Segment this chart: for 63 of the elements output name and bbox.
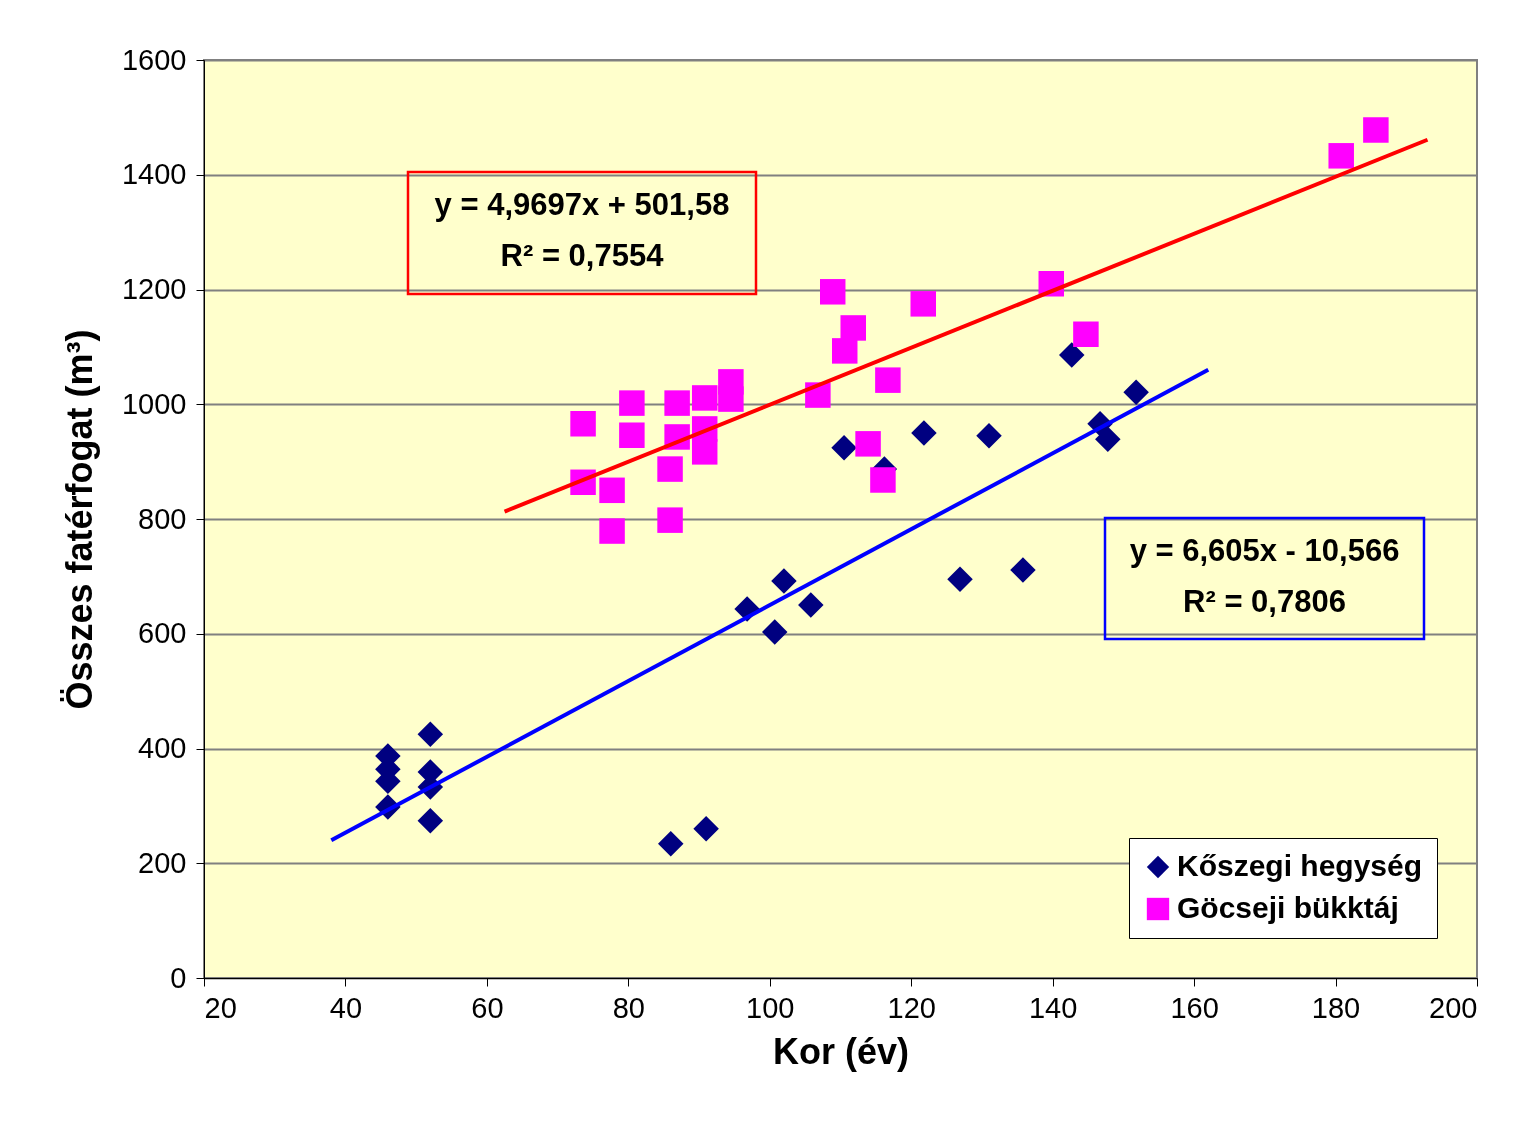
annotation: y = 6,605x - 10,566: [1129, 532, 1400, 568]
point: [693, 816, 719, 842]
point: [570, 411, 596, 437]
y-tick-label: 800: [138, 502, 187, 535]
x-tick-label: 180: [1311, 991, 1361, 1024]
point: [619, 422, 645, 448]
point: [1363, 117, 1389, 143]
legend-label: Kőszegi hegység: [1177, 849, 1423, 882]
point: [875, 367, 901, 393]
point: [1095, 426, 1121, 452]
x-axis-title: Kor (év): [772, 1030, 910, 1072]
point: [417, 808, 444, 834]
point: [664, 390, 690, 416]
x-tick-label: 60: [471, 991, 504, 1024]
point: [658, 830, 684, 857]
x-tick-label: 40: [329, 991, 363, 1024]
point: [798, 592, 824, 618]
y-tick-label: 1600: [121, 43, 187, 76]
point: [599, 518, 625, 544]
annotation: R² = 0,7806: [1183, 583, 1346, 619]
x-tick-label: 100: [746, 991, 795, 1024]
point: [855, 431, 881, 457]
point: [771, 568, 797, 594]
y-tick-label: 1400: [121, 158, 187, 191]
y-tick-label: 1000: [121, 387, 187, 420]
point: [911, 420, 937, 446]
point: [691, 439, 718, 465]
point: [910, 291, 936, 317]
y-tick-label: 0: [170, 961, 187, 994]
point: [657, 507, 683, 533]
y-axis-title: Összes fatérfogat (m³): [58, 329, 100, 710]
y-tick-label: 1200: [121, 273, 187, 305]
annotation: y = 4,9697x + 501,58: [434, 187, 730, 223]
point: [1123, 379, 1149, 405]
point: [947, 566, 973, 592]
x-tick-label: 160: [1170, 991, 1219, 1024]
point: [1010, 557, 1036, 583]
annotation: R² = 0,7554: [500, 238, 665, 274]
point: [831, 435, 857, 461]
point: [870, 467, 896, 493]
y-tick-label: 600: [138, 617, 187, 650]
point: [691, 385, 718, 411]
legend-label: Göcseji bükktáj: [1177, 891, 1399, 924]
point: [1073, 321, 1099, 347]
point: [718, 386, 744, 412]
point: [819, 279, 846, 305]
x-tick-label: 20: [204, 991, 237, 1024]
point: [976, 423, 1002, 449]
y-tick-label: 200: [138, 846, 187, 879]
y-tick-label: 400: [138, 732, 187, 764]
point: [619, 390, 645, 416]
x-tick-label: 80: [612, 991, 645, 1024]
x-tick-label: 200: [1429, 991, 1478, 1024]
x-tick-label: 140: [1028, 991, 1078, 1024]
point: [417, 721, 444, 747]
point: [832, 338, 858, 364]
point: [599, 477, 625, 504]
point: [1328, 143, 1354, 169]
point: [1059, 342, 1085, 368]
x-tick-label: 120: [887, 991, 936, 1024]
point: [840, 315, 866, 341]
point: [761, 619, 788, 645]
point: [657, 456, 683, 482]
